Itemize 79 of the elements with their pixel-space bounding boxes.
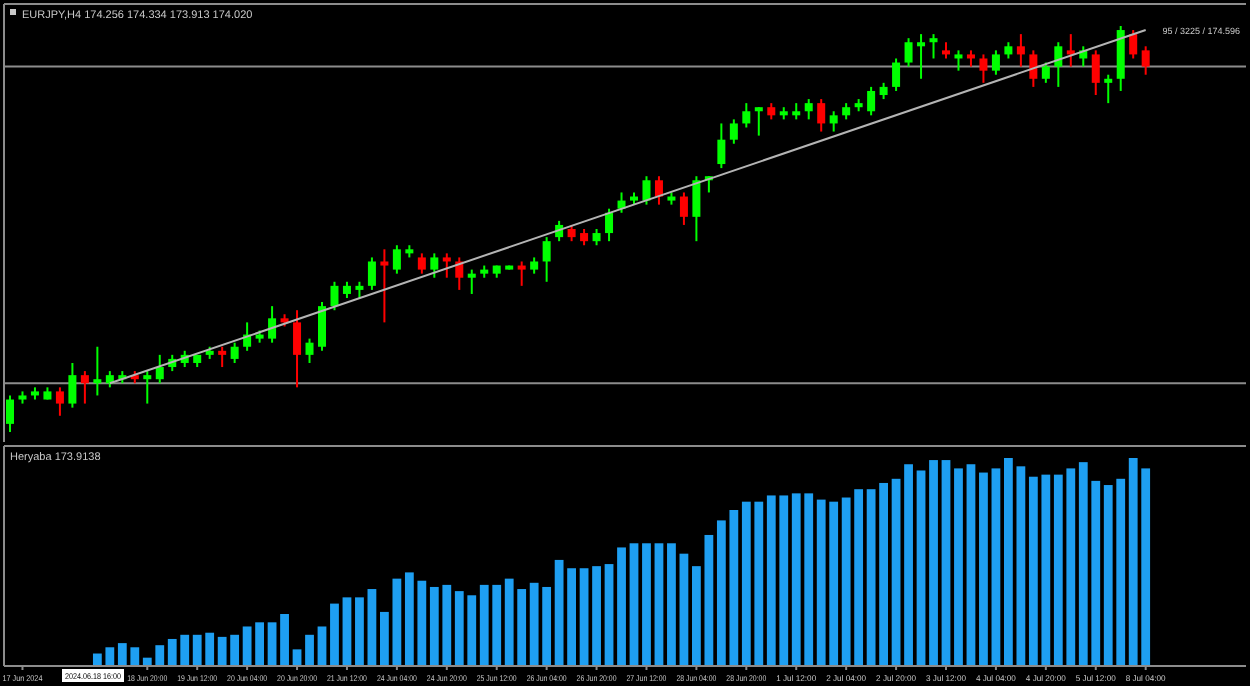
candlestick: [1029, 49, 1038, 88]
bar: [367, 589, 377, 666]
candlestick: [1129, 29, 1138, 60]
bar: [667, 543, 676, 666]
candlestick: [605, 207, 614, 243]
candlestick: [392, 244, 401, 275]
bar: [966, 464, 976, 666]
candlestick: [542, 236, 551, 283]
bar: [280, 614, 289, 666]
candlestick: [330, 280, 339, 312]
candlestick: [642, 175, 651, 206]
candlestick: [1016, 33, 1025, 68]
bar: [342, 597, 352, 666]
candlestick: [1141, 45, 1150, 76]
candlestick: [93, 345, 102, 397]
candlestick: [954, 49, 963, 72]
candlestick: [430, 252, 439, 279]
candlestick: [367, 256, 376, 291]
candlestick: [717, 122, 726, 170]
candlestick: [6, 394, 14, 433]
bar: [305, 634, 314, 666]
candlestick: [218, 345, 227, 369]
candlestick: [991, 49, 1000, 76]
candlestick: [892, 57, 901, 92]
bar: [941, 460, 951, 666]
bar: [579, 568, 589, 666]
candlestick: [517, 260, 526, 287]
candlestick: [80, 370, 89, 405]
candlestick: [442, 252, 451, 279]
bar: [592, 566, 601, 666]
candlestick: [1041, 61, 1050, 84]
candlestick: [380, 248, 389, 324]
bar: [929, 460, 938, 666]
bar: [679, 553, 689, 666]
candlestick: [929, 33, 938, 60]
candlestick: [155, 353, 164, 385]
candlestick: [68, 361, 77, 409]
candlestick: [829, 110, 838, 133]
candlestick: [1066, 33, 1075, 68]
bar: [904, 464, 913, 666]
candlestick: [867, 85, 876, 117]
candlestick: [917, 33, 926, 80]
candlestick: [293, 309, 302, 389]
candlestick: [754, 106, 763, 137]
bar: [617, 547, 626, 666]
bar: [355, 597, 364, 666]
candlestick: [904, 37, 913, 68]
candlestick: [143, 370, 152, 405]
bar: [642, 543, 651, 666]
candlestick: [455, 256, 464, 291]
candlestick: [1054, 41, 1063, 88]
candlestick: [979, 53, 988, 84]
candlestick: [654, 175, 663, 206]
candlestick: [417, 252, 426, 275]
bar: [916, 470, 926, 666]
candlestick: [817, 98, 826, 133]
candlestick: [1091, 49, 1100, 97]
candlestick: [230, 341, 239, 364]
candlestick: [318, 301, 326, 352]
candlestick: [804, 98, 813, 121]
bar: [654, 543, 664, 666]
bar: [317, 626, 327, 666]
candlestick: [679, 191, 688, 226]
candlestick: [268, 305, 277, 344]
bar: [629, 543, 639, 666]
candlestick: [729, 118, 738, 145]
candlestick: [305, 337, 314, 364]
bar: [954, 468, 963, 666]
bar: [979, 472, 988, 666]
bar: [891, 478, 901, 666]
candlestick: [55, 386, 64, 417]
candlestick: [1104, 73, 1113, 105]
bar: [330, 603, 339, 666]
candlestick: [467, 268, 476, 295]
bar: [604, 564, 614, 666]
bar: [991, 468, 1001, 666]
candlestick: [742, 102, 751, 129]
bar: [267, 622, 277, 666]
candlestick: [692, 175, 701, 243]
